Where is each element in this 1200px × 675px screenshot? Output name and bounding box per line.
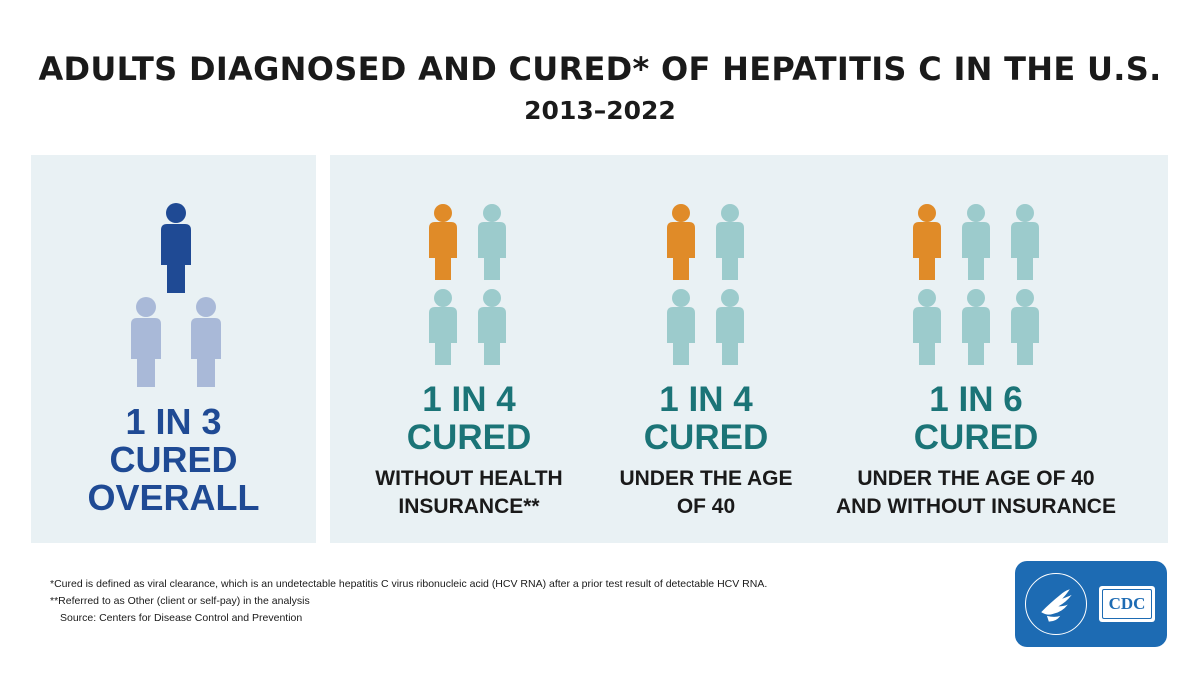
page-subtitle: 2013–2022 <box>524 96 676 125</box>
group-ratio: 1 IN 4 <box>422 380 516 419</box>
overall-ratio: 1 IN 3 <box>125 401 222 442</box>
not-cured-person-icon <box>478 289 506 365</box>
not-cured-person-icon <box>667 289 695 365</box>
overall-not-cured-person-icon <box>131 297 161 387</box>
group-ratio: 1 IN 6 <box>929 380 1023 419</box>
group-pictogram <box>667 204 744 365</box>
cdc-wordmark: CDC <box>1099 586 1155 622</box>
hhs-seal-graphic <box>1041 589 1072 622</box>
group-stat: 1 IN 6 CURED UNDER THE AGE OF 40 AND WIT… <box>804 381 1148 521</box>
overall-cured-label: CURED <box>109 439 238 480</box>
group-cured-label: CURED <box>913 418 1039 457</box>
group-description-line: UNDER THE AGE OF 40 <box>857 467 1095 490</box>
footnotes: *Cured is defined as viral clearance, wh… <box>50 576 767 627</box>
footnote-cured-definition: *Cured is defined as viral clearance, wh… <box>50 578 768 590</box>
cdc-text: CDC <box>1102 589 1152 619</box>
not-cured-person-icon <box>1011 289 1039 365</box>
group-cured-label: CURED <box>643 418 769 457</box>
not-cured-person-icon <box>716 204 744 280</box>
not-cured-person-icon <box>478 204 506 280</box>
group-description-line: OF 40 <box>676 495 736 518</box>
group-pictogram <box>913 204 1039 365</box>
group-under-40-no-insurance: 1 IN 6 CURED UNDER THE AGE OF 40 AND WIT… <box>804 155 1168 543</box>
overall-cured-person-icon <box>161 203 191 293</box>
overall-stat: 1 IN 3 CURED OVERALL <box>31 403 316 517</box>
group-description-line: WITHOUT HEALTH <box>375 467 563 490</box>
cured-person-icon <box>429 204 457 280</box>
overall-pictogram <box>131 203 221 387</box>
group-description-line: UNDER THE AGE <box>619 467 793 490</box>
group-ratio: 1 IN 4 <box>659 380 753 419</box>
group-description-line: INSURANCE** <box>398 495 540 518</box>
footnote-insurance: **Referred to as Other (client or self-p… <box>50 595 310 607</box>
cdc-hhs-logo: CDC <box>1015 561 1167 647</box>
overall-not-cured-person-icon <box>191 297 221 387</box>
group-cured-label: CURED <box>406 418 532 457</box>
group-under-40: 1 IN 4 CURED UNDER THE AGE OF 40 <box>608 155 804 543</box>
cured-person-icon <box>913 204 941 280</box>
hhs-eagle-icon <box>1025 573 1087 635</box>
group-stat: 1 IN 4 CURED UNDER THE AGE OF 40 <box>608 381 804 521</box>
not-cured-person-icon <box>429 289 457 365</box>
overall-panel: 1 IN 3 CURED OVERALL <box>31 155 316 543</box>
group-stat: 1 IN 4 CURED WITHOUT HEALTH INSURANCE** <box>330 381 608 521</box>
source-note: Source: Centers for Disease Control and … <box>60 612 303 624</box>
groups-panel: 1 IN 4 CURED WITHOUT HEALTH INSURANCE** <box>330 155 1168 543</box>
not-cured-person-icon <box>962 289 990 365</box>
cured-person-icon <box>667 204 695 280</box>
not-cured-person-icon <box>962 204 990 280</box>
group-pictogram <box>429 204 506 365</box>
not-cured-person-icon <box>913 289 941 365</box>
not-cured-person-icon <box>716 289 744 365</box>
group-no-insurance: 1 IN 4 CURED WITHOUT HEALTH INSURANCE** <box>330 155 608 543</box>
group-description-line: AND WITHOUT INSURANCE <box>836 495 1116 518</box>
not-cured-person-icon <box>1011 204 1039 280</box>
overall-label: OVERALL <box>87 477 260 518</box>
page-title: ADULTS DIAGNOSED AND CURED* OF HEPATITIS… <box>38 50 1162 88</box>
